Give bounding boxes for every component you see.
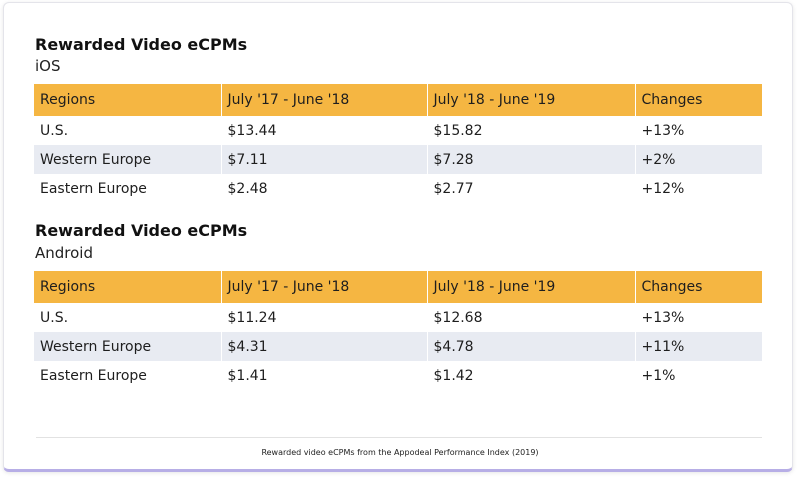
table-row: Western Europe $4.31 $4.78 +11%: [34, 332, 762, 361]
header-regions: Regions: [34, 271, 222, 303]
caption-divider: [36, 437, 762, 438]
table-cell: +13%: [641, 122, 685, 139]
header-regions: Regions: [34, 84, 222, 116]
table-header-row: Regions July '17 - June '18 July '18 - J…: [34, 271, 762, 303]
table-cell: U.S.: [34, 303, 222, 332]
table-cell: Western Europe: [34, 145, 222, 174]
table-cell: $4.31: [221, 332, 428, 361]
table-cell: $12.68: [427, 303, 636, 332]
table-cell: $15.82: [427, 116, 636, 145]
table-cell: +13%: [641, 309, 685, 326]
table-row: Western Europe $7.11 $7.28 +2%: [34, 145, 762, 174]
android-ecpm-table: Regions July '17 - June '18 July '18 - J…: [34, 271, 762, 390]
content-card: [3, 2, 793, 472]
table-cell: $1.42: [427, 361, 636, 390]
table-row: U.S. $11.24 $12.68 +13%: [34, 303, 762, 332]
table-cell: $11.24: [221, 303, 428, 332]
ios-ecpm-table: Regions July '17 - June '18 July '18 - J…: [34, 84, 762, 203]
table-cell: Western Europe: [34, 332, 222, 361]
header-period-1: July '17 - June '18: [221, 84, 428, 116]
table-cell: $13.44: [221, 116, 428, 145]
android-section-subtitle: Android: [35, 244, 93, 262]
header-changes: Changes: [635, 84, 762, 116]
table-header-row: Regions July '17 - June '18 July '18 - J…: [34, 84, 762, 116]
header-period-2: July '18 - June '19: [427, 84, 636, 116]
table-cell: $2.48: [221, 174, 428, 203]
android-section-title: Rewarded Video eCPMs: [35, 221, 248, 240]
table-cell: +11%: [635, 332, 762, 361]
figure-caption: Rewarded video eCPMs from the Appodeal P…: [261, 448, 539, 457]
ios-section-title: Rewarded Video eCPMs: [35, 35, 248, 54]
ios-section-subtitle: iOS: [35, 57, 61, 75]
header-period-1: July '17 - June '18: [221, 271, 428, 303]
table-cell: $7.28: [427, 145, 636, 174]
table-row: Eastern Europe $2.48 $2.77 +12%: [34, 174, 762, 203]
table-cell: Eastern Europe: [34, 174, 222, 203]
table-cell: +1%: [641, 367, 676, 384]
table-cell: +2%: [635, 145, 762, 174]
header-period-2: July '18 - June '19: [427, 271, 636, 303]
table-cell: $1.41: [221, 361, 428, 390]
table-cell: $2.77: [427, 174, 636, 203]
table-cell: Eastern Europe: [34, 361, 222, 390]
table-row: U.S. $13.44 $15.82 +13%: [34, 116, 762, 145]
table-cell: $4.78: [427, 332, 636, 361]
table-cell: $7.11: [221, 145, 428, 174]
header-changes: Changes: [635, 271, 762, 303]
table-cell: +12%: [641, 180, 685, 197]
table-row: Eastern Europe $1.41 $1.42 +1%: [34, 361, 762, 390]
table-cell: U.S.: [34, 116, 222, 145]
